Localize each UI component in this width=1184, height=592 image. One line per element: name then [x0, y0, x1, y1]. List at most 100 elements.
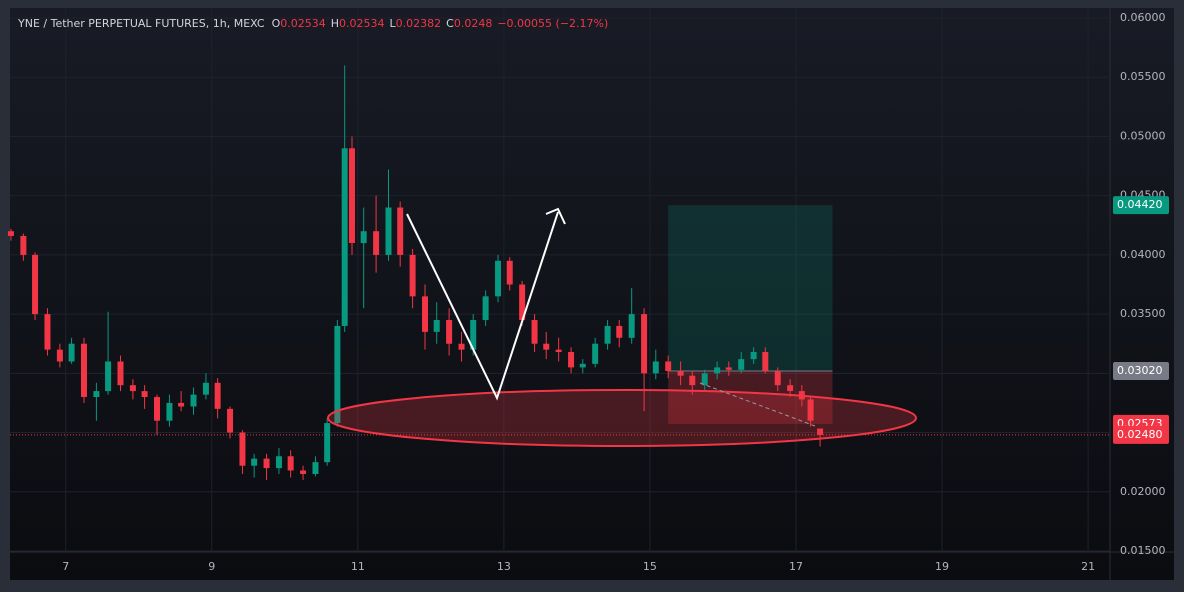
price-tag: [1113, 425, 1169, 444]
candle-body: [725, 367, 732, 370]
ohlc-label: H: [330, 17, 340, 30]
y-tick-label: 0.05500: [1120, 70, 1166, 83]
candle-body: [44, 314, 51, 350]
candle-body: [592, 343, 599, 364]
arrow-head: [545, 207, 566, 225]
y-tick-label: 0.05000: [1120, 129, 1166, 142]
drawings: [327, 207, 917, 447]
candle-body: [817, 428, 824, 435]
x-tick-label: 11: [351, 560, 365, 573]
candle-body: [616, 325, 623, 338]
candle-body: [458, 343, 465, 350]
y-tick-label: 0.02000: [1120, 485, 1166, 498]
candle-body: [166, 402, 173, 421]
y-tick-label: 0.06000: [1120, 11, 1166, 24]
candle-body: [385, 207, 392, 255]
ohlc-label: L: [389, 17, 396, 30]
candle-body: [178, 402, 185, 407]
candle-body: [214, 382, 221, 409]
candle-body: [129, 385, 136, 392]
candle-body: [628, 314, 635, 338]
candle-body: [80, 343, 87, 398]
x-tick-label: 19: [935, 560, 949, 573]
x-tick-label: 17: [789, 560, 803, 573]
candle-body: [689, 375, 696, 386]
x-tick-label: 13: [497, 560, 511, 573]
candle-body: [117, 361, 124, 386]
candle-body: [300, 470, 307, 475]
candle-body: [568, 352, 575, 368]
candle-body: [239, 432, 246, 466]
candle-body: [56, 349, 63, 362]
candle-body: [348, 148, 355, 244]
y-tick-label: 0.03500: [1120, 307, 1166, 320]
candle-body: [714, 367, 721, 374]
symbol-title: YNE / Tether PERPETUAL FUTURES, 1h, MEXC: [18, 17, 265, 30]
candle-body: [141, 391, 148, 398]
candle-body: [543, 343, 550, 350]
ohlc-label: C: [446, 17, 454, 30]
candle-body: [807, 399, 814, 421]
candle-body: [446, 320, 453, 344]
candle-body: [433, 320, 440, 332]
candle-body: [701, 373, 708, 386]
ohlc-value: 0.02534: [280, 17, 326, 30]
candle-body: [397, 207, 404, 255]
candle-body: [750, 352, 757, 360]
candle-body: [251, 458, 258, 466]
candle-body: [641, 314, 648, 374]
candle-body: [154, 397, 161, 421]
candle-body: [7, 231, 14, 236]
loss-zone: [668, 370, 833, 424]
candle-body: [787, 385, 794, 392]
ohlc-label: O: [271, 17, 281, 30]
candle-body: [555, 349, 562, 353]
candle-body: [482, 296, 489, 321]
x-tick-label: 7: [62, 560, 69, 573]
x-tick-label: 15: [643, 560, 657, 573]
candle-body: [202, 382, 209, 395]
candle-body: [20, 235, 27, 255]
candle-body: [68, 343, 75, 362]
price-tag: [1113, 196, 1169, 215]
candle-body: [341, 148, 348, 326]
candle-body: [227, 408, 234, 433]
ellipse-drawing: [327, 389, 917, 447]
profit-zone: [668, 205, 833, 371]
price-tag-label: 0.04420: [1117, 198, 1163, 211]
candle-body: [190, 394, 197, 407]
price-tag: [1113, 361, 1169, 380]
y-tick-label: 0.01500: [1120, 544, 1166, 557]
x-tick-label: 9: [208, 560, 215, 573]
candle-body: [665, 361, 672, 371]
candle-body: [422, 296, 429, 332]
ohlc-value: 0.02382: [395, 17, 442, 30]
candle-body: [579, 363, 586, 368]
change: −0.00055 (−2.17%): [497, 17, 609, 30]
candle-body: [531, 320, 538, 344]
candle-body: [287, 456, 294, 471]
candle-body: [93, 391, 100, 398]
candle-body: [324, 423, 331, 463]
candle-body: [32, 254, 39, 315]
candle-body: [495, 260, 502, 297]
candle-body: [373, 231, 380, 255]
candle-body: [470, 320, 477, 350]
candle-body: [519, 284, 526, 321]
candle-body: [360, 231, 367, 244]
legend: YNE / Tether PERPETUAL FUTURES, 1h, MEXC…: [18, 17, 613, 30]
candle-body: [677, 370, 684, 376]
candle-body: [774, 370, 781, 386]
candle-body: [652, 361, 659, 374]
candle-body: [334, 325, 341, 424]
candle-body: [409, 254, 416, 297]
candle-body: [275, 456, 282, 469]
ohlc-value: 0.0248: [453, 17, 493, 30]
arrow-drawing: [406, 211, 559, 401]
candle-body: [263, 458, 270, 469]
candle-body: [506, 260, 513, 285]
x-tick-label: 21: [1081, 560, 1095, 573]
candle-body: [762, 352, 769, 371]
